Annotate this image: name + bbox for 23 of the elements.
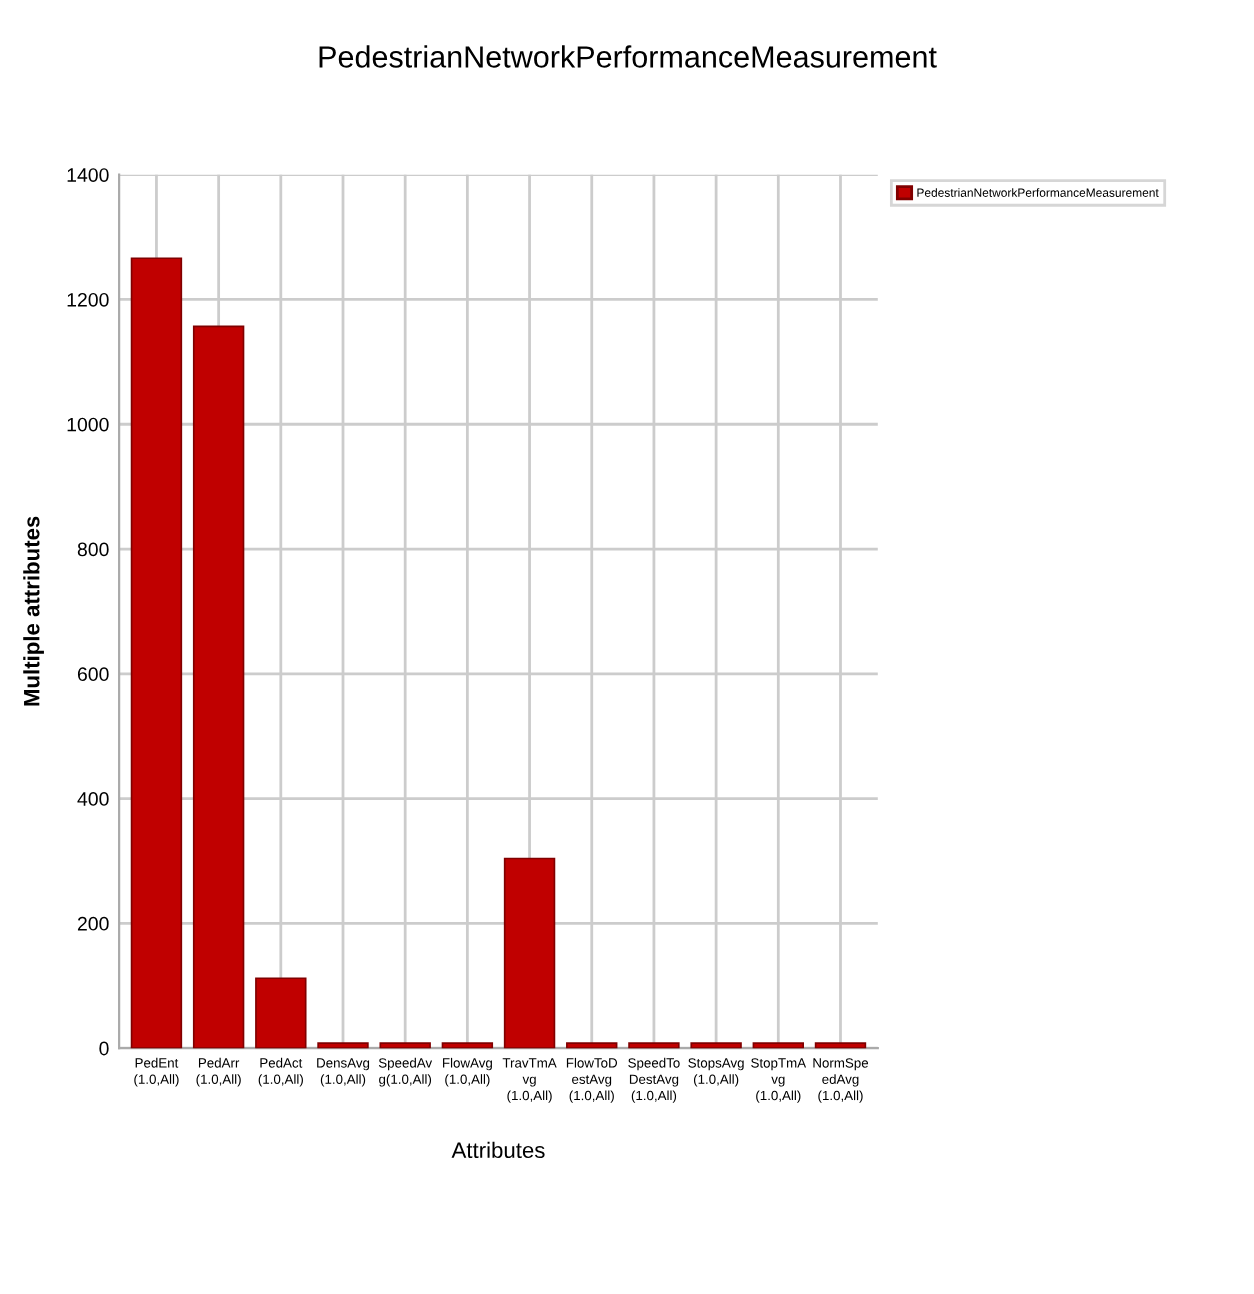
y-tick-label: 1200 [67, 292, 109, 307]
y-tick-label: 600 [77, 667, 109, 682]
y-tick-label: 1000 [67, 417, 109, 432]
bar [379, 1042, 431, 1049]
y-axis-title: Multiple attributes [23, 516, 44, 706]
bar [130, 257, 183, 1049]
y-tick-label: 800 [77, 542, 109, 557]
bar [566, 1042, 618, 1049]
y-tick-label: 200 [77, 916, 109, 931]
bar [192, 325, 245, 1049]
y-tick-label: 1400 [67, 168, 109, 182]
bar [814, 1042, 867, 1049]
bar [255, 977, 307, 1049]
bar [752, 1042, 805, 1049]
x-axis-title: Attributes [451, 1141, 545, 1159]
y-tick-label: 400 [77, 792, 109, 806]
bar [690, 1042, 742, 1049]
y-tick-label: 0 [99, 1041, 109, 1056]
bar [628, 1042, 680, 1049]
bar [503, 857, 556, 1049]
bar [317, 1042, 369, 1049]
chart-title: PedestrianNetworkPerformanceMeasurement [319, 45, 937, 68]
bar [441, 1042, 494, 1049]
